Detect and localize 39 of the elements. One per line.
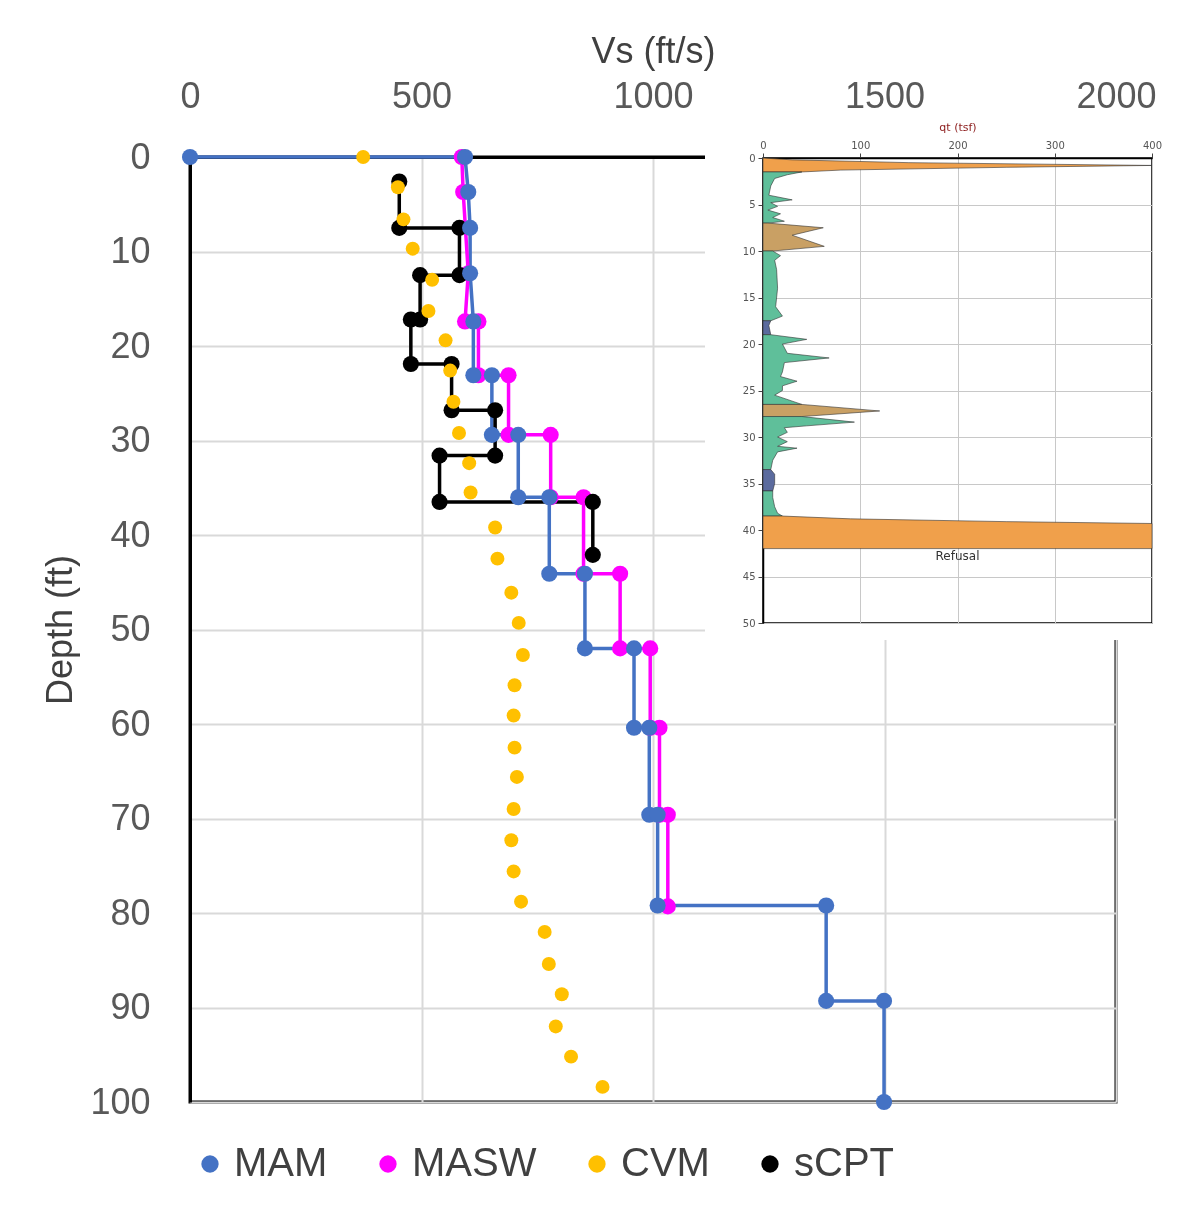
legend-label: sCPT: [794, 1140, 894, 1184]
y-tick-label: 70: [110, 797, 151, 838]
y-tick-label: 15: [742, 292, 756, 303]
y-tick-label: 60: [110, 702, 151, 744]
y-tick-label: 50: [742, 617, 756, 629]
legend-label: CVM: [621, 1140, 710, 1184]
y-tick-label: 20: [742, 338, 756, 350]
y-tick-label: 100: [90, 1080, 151, 1122]
y-tick-label: 90: [110, 986, 151, 1027]
x-axis-title: Vs (ft/s): [591, 29, 716, 71]
legend-label: MAM: [234, 1140, 328, 1184]
y-tick-label: 40: [110, 513, 151, 555]
y-tick-label: 80: [110, 891, 151, 933]
y-tick-label: 50: [110, 608, 151, 649]
annotation: Refusal: [935, 548, 980, 563]
x-axis-title: qt (tsf): [939, 120, 977, 134]
y-tick-label: 30: [742, 431, 756, 443]
x-tick-label: 0: [760, 139, 767, 151]
y-tick-label: 10: [742, 245, 756, 257]
y-tick-label: 25: [742, 385, 756, 396]
x-tick-label: 1500: [844, 74, 926, 116]
y-tick-label: 30: [110, 419, 151, 460]
x-tick-label: 500: [391, 74, 453, 116]
x-tick-label: 1000: [613, 74, 694, 116]
y-tick-label: 5: [749, 199, 756, 210]
y-tick-label: 35: [742, 478, 756, 489]
y-tick-label: 0: [749, 152, 756, 164]
x-tick-label: 0: [180, 74, 201, 116]
x-tick-label: 2000: [1076, 74, 1157, 116]
x-tick-label: 400: [1142, 139, 1163, 151]
y-tick-label: 10: [110, 230, 151, 271]
x-tick-label: 100: [851, 139, 871, 151]
y-tick-label: 45: [742, 571, 756, 582]
y-tick-label: 20: [110, 324, 151, 366]
x-tick-label: 300: [1045, 139, 1065, 151]
y-tick-label: 40: [742, 524, 756, 536]
y-axis-title: Depth (ft): [39, 554, 81, 706]
legend-label: MASW: [412, 1140, 537, 1184]
x-tick-label: 200: [948, 139, 968, 151]
